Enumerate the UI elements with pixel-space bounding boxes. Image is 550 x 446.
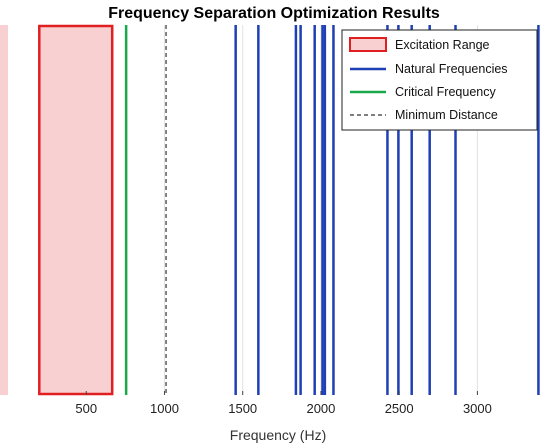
- excitation-range-band: [38, 24, 114, 396]
- x-tick-label: 2000: [306, 401, 335, 416]
- legend-label-excitation-range: Excitation Range: [395, 38, 490, 52]
- plot-area: 500 1000 1500 2000 2500 3000: [38, 24, 540, 416]
- left-shade-region: [0, 25, 8, 395]
- legend-label-critical-frequency: Critical Frequency: [395, 85, 496, 99]
- legend-label-minimum-distance: Minimum Distance: [395, 108, 498, 122]
- legend-swatch-excitation-range: [349, 37, 387, 52]
- x-axis-label: Frequency (Hz): [230, 427, 326, 443]
- x-tick-label: 2500: [385, 401, 414, 416]
- x-tick-label: 1000: [150, 401, 179, 416]
- x-tick-label: 3000: [463, 401, 492, 416]
- legend-label-natural-frequencies: Natural Frequencies: [395, 62, 508, 76]
- x-tick-label: 500: [75, 401, 97, 416]
- chart-title: Frequency Separation Optimization Result…: [108, 5, 440, 22]
- x-tick-label: 1500: [228, 401, 257, 416]
- chart-legend: Excitation Range Natural Frequencies Cri…: [341, 29, 538, 131]
